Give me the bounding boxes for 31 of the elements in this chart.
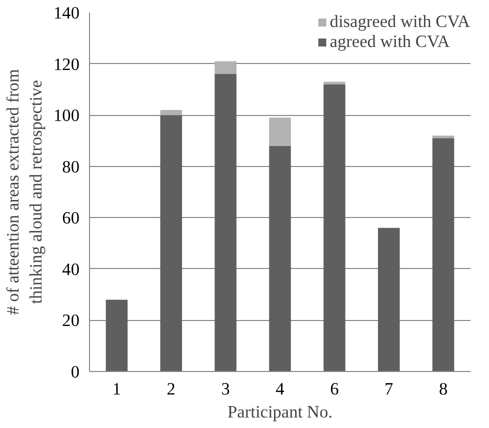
y-tick-label: 20 <box>62 311 80 330</box>
bar <box>432 136 454 138</box>
bar <box>160 115 182 372</box>
x-tick-label: 6 <box>330 380 340 398</box>
bar <box>432 138 454 372</box>
x-tick-label: 1 <box>112 380 122 398</box>
bar <box>324 82 346 84</box>
x-tick-label: 4 <box>276 380 285 398</box>
bar <box>378 228 400 372</box>
x-tick-label: 7 <box>384 380 394 398</box>
x-axis-title: Participant No. <box>228 402 332 422</box>
bar <box>160 110 182 116</box>
x-tick-label: 3 <box>221 380 230 398</box>
legend-label: agreed with CVA <box>330 32 450 52</box>
bar <box>269 118 291 146</box>
y-tick-label: 80 <box>62 157 80 176</box>
y-tick-label: 120 <box>54 54 80 74</box>
y-tick-label: 140 <box>54 4 80 22</box>
y-tick-label: 40 <box>62 260 80 279</box>
x-tick-label: 8 <box>438 380 448 398</box>
bar <box>324 84 346 372</box>
legend-label: disagreed with CVA <box>330 12 470 32</box>
y-axis-title: # of atteention areas extracted from thinking aloud and retrospective <box>4 68 46 315</box>
y-tick-label: 60 <box>62 208 80 228</box>
y-tick-label: 0 <box>70 362 80 382</box>
bar <box>269 146 291 372</box>
bar <box>106 300 128 372</box>
y-tick-label: 100 <box>54 106 80 126</box>
bar <box>214 74 236 372</box>
x-tick-label: 2 <box>166 380 176 398</box>
bar <box>214 61 236 74</box>
